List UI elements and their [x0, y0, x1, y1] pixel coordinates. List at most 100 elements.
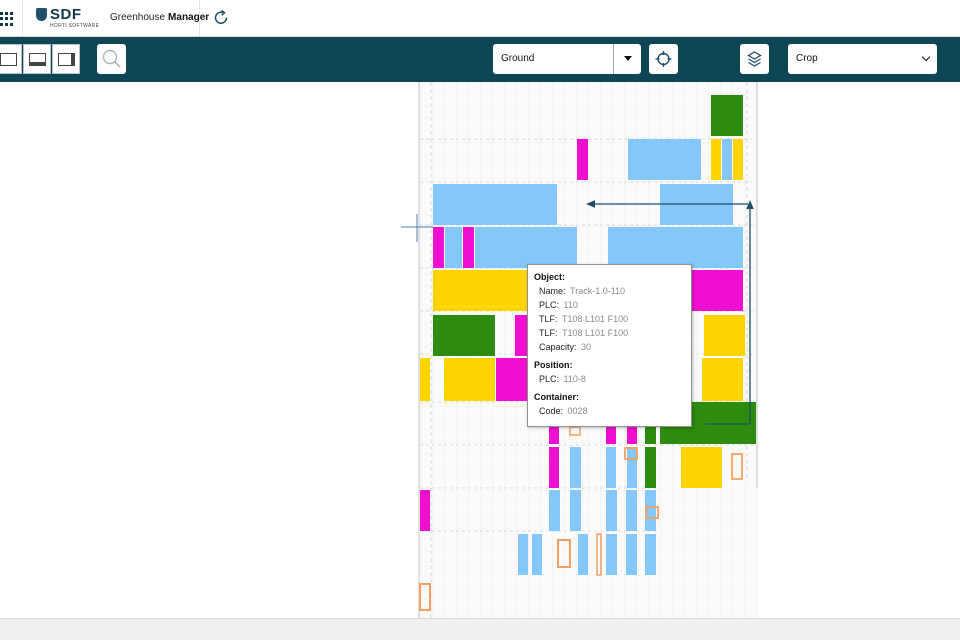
- tooltip-name-value: Track-1.0-110: [570, 286, 626, 296]
- header-divider: [22, 0, 23, 37]
- header-divider-2: [199, 0, 200, 37]
- crop-block: [433, 315, 495, 356]
- crop-block: [518, 534, 528, 575]
- app-title: Greenhouse Manager: [110, 12, 209, 23]
- crop-block: [570, 490, 581, 531]
- crop-block: [549, 490, 560, 531]
- top-bar: SDF HORTI SOFTWARE Greenhouse Manager: [0, 0, 960, 37]
- tooltip-position-header: Position:: [534, 360, 573, 370]
- container-marker: [419, 583, 431, 611]
- container-marker: [645, 506, 659, 519]
- tooltip-name-row: Name: Track-1.0-110: [539, 286, 626, 296]
- crop-block: [627, 447, 637, 488]
- bottom-panel: [0, 618, 960, 640]
- tooltip-tlf-value: T108 L101 F100: [562, 314, 629, 324]
- map-toolbar: Ground Crop: [0, 37, 960, 82]
- tooltip-tlf-row: TLF: T108 L101 F100: [539, 314, 629, 324]
- refresh-icon[interactable]: [212, 9, 230, 27]
- crop-block: [711, 95, 743, 136]
- layout-single-button[interactable]: [0, 44, 22, 74]
- crop-block: [549, 427, 559, 444]
- crop-block: [733, 139, 743, 180]
- crop-block: [570, 447, 581, 488]
- layers-button[interactable]: [740, 44, 769, 74]
- crop-block: [463, 227, 474, 268]
- crop-block: [645, 427, 656, 444]
- crop-block: [704, 315, 745, 356]
- layout-bottom-panel-button[interactable]: [23, 44, 51, 74]
- magnifier-icon: [102, 49, 121, 68]
- greenhouse-map-drawing: [401, 82, 758, 618]
- layers-icon: [747, 51, 762, 67]
- crop-block: [606, 534, 617, 575]
- container-marker: [557, 539, 571, 568]
- tooltip-tlf-row-2: TLF: T108 L101 F100: [539, 328, 629, 338]
- tooltip-plc-row: PLC: 110: [539, 300, 578, 310]
- crop-block: [577, 139, 588, 180]
- object-tooltip: Object: Name: Track-1.0-110 PLC: 110 TLF…: [527, 264, 692, 427]
- tooltip-container-header: Container:: [534, 392, 579, 402]
- search-button[interactable]: [97, 44, 126, 74]
- app-title-part1: Greenhouse: [110, 12, 166, 23]
- sdf-logo: SDF HORTI SOFTWARE: [36, 6, 102, 32]
- floor-select[interactable]: Ground: [493, 44, 641, 74]
- tooltip-position-plc-value: 110-8: [563, 374, 586, 384]
- chevron-down-icon: [921, 52, 931, 62]
- crop-block: [628, 139, 701, 180]
- crop-block: [702, 358, 743, 401]
- container-marker: [731, 453, 743, 480]
- crop-block: [532, 534, 542, 575]
- crop-block: [606, 447, 616, 488]
- tooltip-code-row: Code: 0028: [539, 406, 588, 416]
- crop-block: [722, 139, 732, 180]
- crop-block: [549, 447, 559, 488]
- locate-button[interactable]: [649, 44, 678, 74]
- tooltip-capacity-value: 30: [581, 342, 592, 352]
- crop-block: [433, 184, 557, 225]
- crop-block: [711, 139, 721, 180]
- shield-logo-icon: [36, 8, 47, 21]
- crop-block: [608, 227, 743, 268]
- crop-block: [626, 490, 637, 531]
- crop-block: [433, 270, 528, 311]
- crop-block: [420, 490, 430, 531]
- tooltip-tlf-value-2: T108 L101 F100: [562, 328, 629, 338]
- layout-side-panel-button[interactable]: [52, 44, 80, 74]
- crop-block: [578, 534, 588, 575]
- crop-block: [606, 490, 617, 531]
- caret-down-icon: [624, 56, 632, 61]
- container-marker: [596, 533, 602, 576]
- layout-side-panel-icon: [58, 53, 75, 66]
- mode-select[interactable]: Crop: [788, 44, 937, 74]
- crop-block: [681, 447, 722, 488]
- crop-block: [645, 447, 656, 488]
- crop-block: [645, 534, 656, 575]
- layout-single-icon: [0, 53, 17, 66]
- tooltip-position-plc-row: PLC: 110-8: [539, 374, 586, 384]
- crop-block: [515, 315, 527, 356]
- tooltip-plc-value: 110: [563, 300, 578, 310]
- crop-block: [433, 227, 444, 268]
- floor-select-toggle[interactable]: [613, 44, 641, 74]
- tooltip-code-value: 0028: [567, 406, 588, 416]
- apps-grid-icon[interactable]: [0, 12, 14, 26]
- crop-block: [445, 227, 462, 268]
- logo-subtitle: HORTI SOFTWARE: [50, 23, 100, 29]
- tooltip-object-header: Object:: [534, 272, 566, 282]
- container-marker: [624, 447, 638, 460]
- crop-block: [645, 490, 656, 531]
- container-marker: [569, 426, 581, 436]
- crop-block: [496, 358, 527, 401]
- crop-block: [444, 358, 495, 401]
- logo-text: SDF: [50, 6, 82, 23]
- greenhouse-map[interactable]: [0, 82, 960, 618]
- crop-block: [626, 534, 637, 575]
- mode-select-value: Crop: [796, 53, 818, 64]
- crop-block: [606, 427, 616, 444]
- app-title-part2: Manager: [168, 12, 210, 23]
- floor-select-value: Ground: [501, 53, 535, 64]
- crosshair-icon: [655, 51, 672, 67]
- crop-block: [692, 270, 743, 311]
- crop-block: [420, 358, 430, 401]
